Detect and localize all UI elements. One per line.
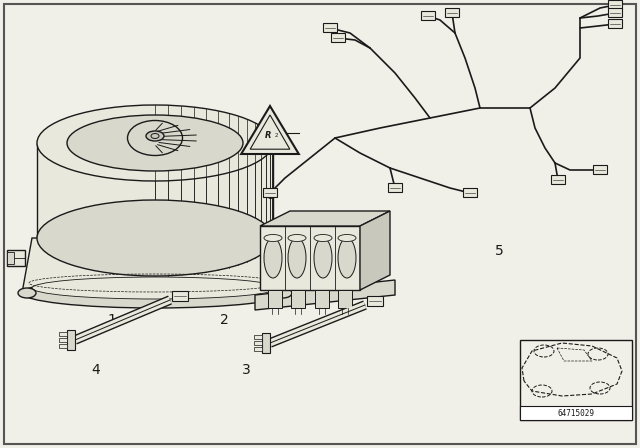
Bar bbox=[608, 8, 622, 17]
Polygon shape bbox=[37, 143, 273, 238]
Bar bbox=[268, 290, 282, 308]
Polygon shape bbox=[260, 226, 360, 290]
Ellipse shape bbox=[314, 234, 332, 241]
Ellipse shape bbox=[22, 278, 288, 308]
Ellipse shape bbox=[37, 200, 273, 276]
Bar bbox=[463, 188, 477, 197]
Polygon shape bbox=[22, 238, 288, 293]
Bar bbox=[551, 175, 565, 184]
Text: 6: 6 bbox=[266, 188, 275, 202]
Bar bbox=[608, 19, 622, 28]
Bar bbox=[331, 33, 345, 42]
Bar bbox=[421, 11, 435, 20]
Bar bbox=[367, 296, 383, 306]
Text: 3: 3 bbox=[242, 362, 251, 377]
Bar bbox=[388, 183, 402, 192]
Ellipse shape bbox=[127, 121, 182, 155]
Bar bbox=[254, 335, 262, 339]
Bar bbox=[67, 330, 75, 350]
Ellipse shape bbox=[32, 277, 278, 299]
Bar bbox=[254, 347, 262, 351]
Bar bbox=[59, 344, 67, 348]
Bar bbox=[172, 291, 188, 301]
Ellipse shape bbox=[146, 131, 164, 141]
Polygon shape bbox=[360, 211, 390, 290]
Text: R: R bbox=[265, 130, 271, 139]
Polygon shape bbox=[241, 106, 299, 154]
Bar bbox=[254, 341, 262, 345]
Bar bbox=[59, 332, 67, 336]
Text: 64715029: 64715029 bbox=[557, 409, 595, 418]
Bar bbox=[315, 290, 329, 308]
Bar bbox=[262, 333, 270, 353]
Ellipse shape bbox=[314, 238, 332, 278]
Bar bbox=[59, 338, 67, 342]
Ellipse shape bbox=[274, 288, 292, 298]
Bar bbox=[520, 340, 632, 420]
Ellipse shape bbox=[338, 238, 356, 278]
Bar bbox=[291, 290, 305, 308]
Bar bbox=[608, 0, 622, 9]
Ellipse shape bbox=[151, 134, 159, 138]
Ellipse shape bbox=[264, 238, 282, 278]
Bar bbox=[7, 250, 25, 266]
Text: 5: 5 bbox=[495, 244, 504, 258]
Bar bbox=[445, 8, 459, 17]
Text: 2: 2 bbox=[220, 313, 228, 327]
Ellipse shape bbox=[338, 234, 356, 241]
Bar bbox=[263, 188, 277, 197]
Bar bbox=[7, 252, 14, 264]
Ellipse shape bbox=[67, 115, 243, 171]
Bar bbox=[593, 165, 607, 174]
Bar bbox=[323, 23, 337, 32]
Bar bbox=[338, 290, 352, 308]
Ellipse shape bbox=[288, 238, 306, 278]
Ellipse shape bbox=[288, 234, 306, 241]
Text: 4: 4 bbox=[92, 362, 100, 377]
Ellipse shape bbox=[18, 288, 36, 298]
Text: 1: 1 bbox=[108, 313, 116, 327]
Ellipse shape bbox=[264, 234, 282, 241]
Polygon shape bbox=[260, 211, 390, 226]
Polygon shape bbox=[255, 280, 395, 310]
Text: 2: 2 bbox=[275, 133, 278, 138]
Bar bbox=[520, 406, 632, 420]
Ellipse shape bbox=[37, 105, 273, 181]
